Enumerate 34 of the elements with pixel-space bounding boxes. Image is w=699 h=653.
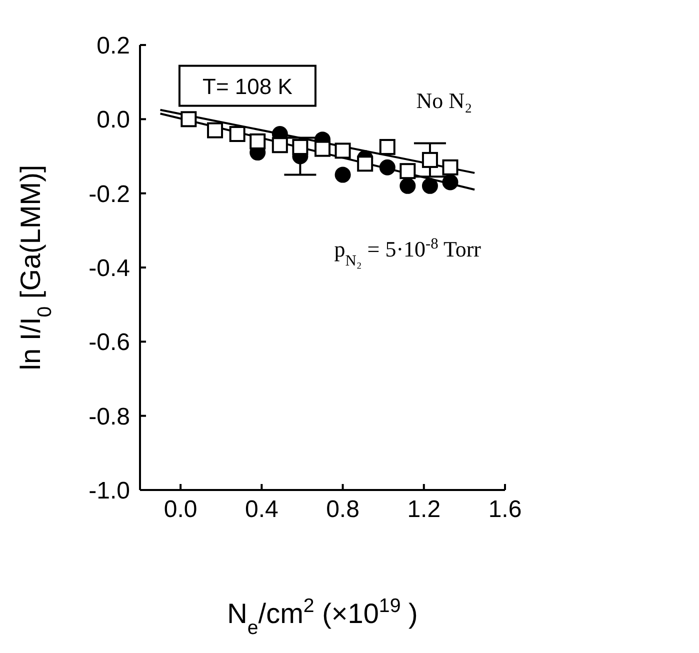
- y-tick-label: -0.2: [88, 180, 130, 208]
- point: [442, 174, 458, 190]
- point: [314, 140, 330, 157]
- x-tick-label: 1.6: [488, 496, 522, 524]
- point: [180, 111, 197, 128]
- y-tick-label: -0.4: [88, 255, 130, 282]
- point: [379, 138, 396, 155]
- x-tick-label: 0.4: [244, 496, 278, 524]
- point: [334, 142, 351, 159]
- y-tick-label: -0.6: [88, 329, 130, 356]
- point: [400, 178, 416, 194]
- point: [250, 133, 266, 150]
- point: [422, 178, 438, 194]
- y-tick-label: -1.0: [88, 478, 130, 505]
- series-label: No N₂: [416, 88, 472, 114]
- point: [400, 163, 416, 180]
- y-tick-label: -0.8: [88, 403, 130, 430]
- point: [272, 137, 288, 154]
- point: [207, 122, 224, 138]
- x-tick-label: 1.2: [407, 496, 441, 524]
- text: p$_{N₂}$ = 5·10$^{-8}$ Torr: [334, 234, 482, 269]
- point: [379, 159, 396, 176]
- point: [229, 126, 246, 142]
- x-tick-label: 0.8: [326, 496, 360, 524]
- point: [422, 152, 438, 168]
- y-tick-label: 0.0: [96, 106, 130, 134]
- point: [357, 156, 374, 172]
- point: [442, 159, 458, 176]
- y-tick-label: 0.2: [96, 32, 130, 60]
- x-tick-label: 0.0: [164, 496, 198, 524]
- x-axis-title: N$_{e}$/cm$^{2}$ (×10$^{19}$ ): [227, 595, 418, 639]
- annotation: T= 108 K: [202, 74, 293, 99]
- point: [292, 138, 308, 155]
- point: [334, 166, 351, 183]
